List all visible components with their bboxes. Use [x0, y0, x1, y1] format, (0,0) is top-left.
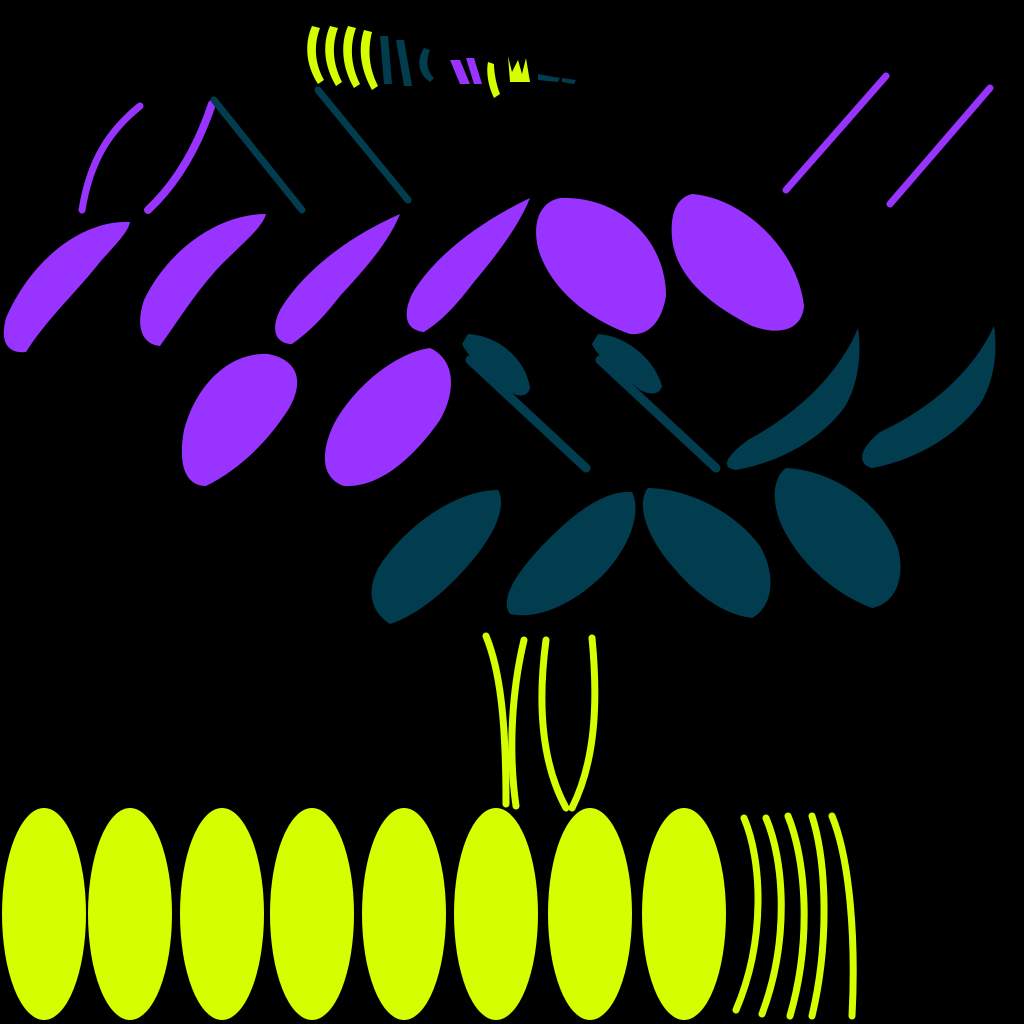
top-strip-teal-bits — [380, 36, 576, 86]
violet-feather-row — [3, 198, 530, 353]
teal-feather — [592, 334, 662, 394]
top-strip — [307, 26, 576, 98]
violet-strand — [78, 102, 144, 214]
lime-stem — [538, 636, 570, 812]
teal-strand — [595, 355, 721, 473]
teal-feather — [462, 334, 530, 396]
lime-arc — [828, 812, 857, 1020]
teal-feather — [726, 328, 860, 470]
lime-segment — [270, 808, 354, 1020]
violet-strand — [886, 84, 994, 208]
lime-arc — [732, 814, 762, 1014]
violet-oval-petal — [671, 194, 804, 331]
teal-strands — [210, 86, 721, 473]
violet-feather — [3, 221, 131, 353]
lime-segment — [88, 808, 172, 1020]
lime-segment-row — [2, 808, 726, 1020]
teal-strand — [314, 86, 412, 204]
lime-segment — [2, 808, 86, 1020]
teal-strand — [465, 355, 591, 473]
lime-arc — [808, 812, 828, 1020]
teal-strand — [210, 96, 306, 214]
violet-oval-petal — [536, 197, 666, 335]
teal-oval-petal — [506, 491, 636, 616]
teal-feather — [862, 326, 996, 468]
violet-strand — [782, 72, 890, 194]
lime-segment — [362, 808, 446, 1020]
lime-segment — [548, 808, 632, 1020]
lime-stem — [508, 636, 528, 810]
violet-strands — [78, 72, 994, 214]
lime-segment — [180, 808, 264, 1020]
teal-oval-petal — [642, 488, 771, 618]
lime-thin-arcs — [732, 812, 857, 1020]
teal-feather-row — [462, 326, 996, 470]
lime-arc — [784, 812, 808, 1020]
lime-stem — [568, 634, 599, 812]
teal-oval-petal — [774, 468, 901, 608]
violet-feather — [275, 214, 400, 344]
lime-stem — [482, 632, 510, 808]
violet-oval-petal — [324, 348, 451, 487]
lime-segment — [642, 808, 726, 1020]
lime-segment — [454, 808, 538, 1020]
top-strip-lime-arcs — [307, 26, 530, 98]
teal-oval-petals — [371, 468, 901, 624]
teal-oval-petal — [371, 490, 502, 624]
violet-oval-petal — [181, 353, 298, 486]
violet-feather — [140, 214, 266, 346]
lime-arc — [758, 814, 785, 1018]
violet-feather — [406, 198, 530, 332]
lime-stems — [482, 632, 599, 812]
violet-oval-petals — [181, 194, 804, 487]
violet-strand — [144, 100, 216, 214]
top-strip-violet-bits — [450, 58, 482, 84]
